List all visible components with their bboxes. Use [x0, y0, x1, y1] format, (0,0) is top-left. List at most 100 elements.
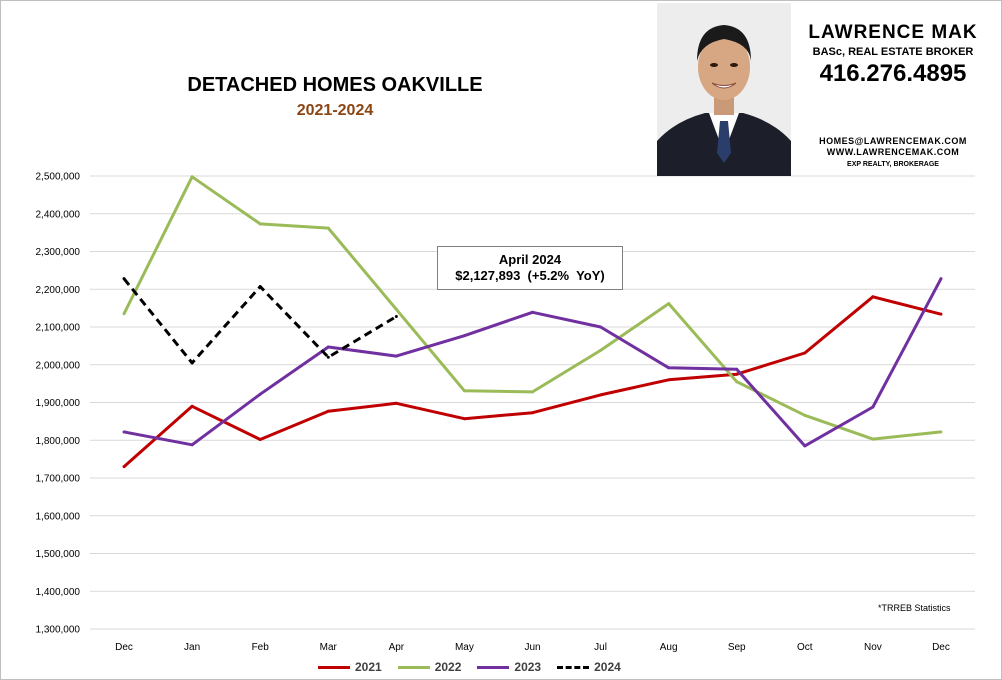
x-axis-ticks: Dec Jan Feb Mar Apr May Jun Jul Aug Sep Oct Nov Dec: [115, 642, 950, 653]
data-point-2022: [599, 348, 603, 352]
data-point-2024: [394, 314, 398, 318]
data-point-2023: [326, 345, 330, 349]
data-point-2021: [599, 393, 603, 397]
data-point-2023: [599, 325, 603, 329]
x-tick-label: May: [455, 642, 474, 653]
data-point-2021: [531, 411, 534, 415]
data-point-2022: [939, 430, 943, 434]
data-point-2021: [122, 465, 126, 469]
data-point-2023: [394, 354, 398, 358]
y-tick-label: 1,600,000: [36, 511, 81, 522]
data-point-2021: [667, 378, 671, 382]
data-point-2021: [735, 372, 739, 376]
data-point-2022: [871, 437, 875, 441]
y-tick-label: 1,900,000: [36, 398, 81, 409]
data-point-2021: [871, 295, 875, 299]
data-point-2021: [462, 417, 466, 421]
data-point-2024: [326, 355, 330, 359]
legend-item-2024: 2024: [557, 660, 621, 674]
series-lines: [122, 175, 943, 469]
y-tick-label: 2,200,000: [36, 285, 81, 296]
agent-brokerage: EXP REALTY, BROKERAGE: [847, 161, 939, 168]
y-tick-label: 1,500,000: [36, 549, 81, 560]
source-note: *TRREB Statistics: [878, 603, 951, 613]
y-tick-label: 1,800,000: [36, 436, 81, 447]
x-tick-label: Sep: [728, 642, 746, 653]
chart-subtitle: 2021-2024: [296, 102, 374, 119]
data-point-2021: [803, 351, 807, 355]
gridlines: [90, 175, 975, 630]
x-tick-label: Feb: [252, 642, 270, 653]
data-point-2022: [258, 222, 262, 226]
x-tick-label: Dec: [115, 642, 133, 653]
x-tick-label: Mar: [320, 642, 338, 653]
legend: 2021 2022 2023 2024: [318, 658, 621, 676]
agent-phone: 416.276.4895: [819, 60, 967, 87]
data-point-2023: [190, 443, 194, 447]
agent-name: LAWRENCE MAK: [808, 22, 978, 43]
data-point-2021: [258, 437, 262, 441]
agent-website: WWW.LAWRENCEMAK.COM: [826, 147, 960, 157]
legend-item-2023: 2023: [477, 660, 541, 674]
data-point-2023: [462, 334, 466, 338]
callout-title: April 2024: [498, 252, 562, 267]
legend-label-2024: 2024: [594, 660, 621, 674]
agent-photo: [657, 3, 791, 176]
series-line-2022: [122, 175, 942, 441]
legend-label-2023: 2023: [514, 660, 542, 674]
data-point-2022: [462, 389, 466, 393]
data-point-2024: [190, 361, 194, 365]
data-point-2023: [871, 405, 875, 409]
data-point-2021: [939, 312, 943, 316]
x-tick-label: Apr: [389, 642, 405, 653]
series-line-2021: [123, 295, 942, 468]
data-point-2024: [122, 277, 126, 281]
legend-label-2021: 2021: [355, 660, 382, 674]
x-tick-label: Jan: [184, 642, 200, 653]
data-point-2023: [667, 366, 671, 370]
data-point-2022: [531, 390, 534, 394]
y-tick-label: 1,700,000: [36, 474, 81, 485]
callout-value: $2,127,893 (+5.2% YoY): [455, 268, 605, 283]
data-point-2023: [735, 367, 739, 371]
legend-swatch-2021: [318, 665, 350, 669]
legend-swatch-2023: [477, 665, 510, 669]
data-point-2023: [939, 277, 943, 281]
legend-swatch-2024: [557, 665, 590, 669]
data-point-2022: [122, 312, 126, 316]
data-point-2022: [190, 175, 194, 179]
data-point-2023: [258, 392, 262, 396]
legend-item-2022: 2022: [397, 660, 462, 674]
y-tick-label: 2,000,000: [36, 360, 81, 371]
x-tick-label: Nov: [864, 642, 882, 653]
x-tick-label: Jul: [594, 642, 607, 653]
data-point-2023: [531, 310, 534, 314]
x-tick-label: Dec: [932, 642, 950, 653]
legend-label-2022: 2022: [434, 660, 462, 674]
data-point-2021: [326, 409, 330, 413]
callout-box: April 2024 $2,127,893 (+5.2% YoY): [437, 246, 623, 290]
y-tick-label: 1,300,000: [36, 625, 81, 636]
data-point-2022: [735, 380, 739, 384]
data-point-2023: [803, 444, 807, 448]
data-point-2022: [803, 413, 807, 417]
data-point-2022: [667, 302, 671, 306]
x-tick-label: Oct: [797, 642, 813, 653]
chart-title: DETACHED HOMES OAKVILLE: [187, 74, 483, 96]
data-point-2021: [394, 401, 398, 405]
y-tick-label: 2,400,000: [36, 209, 81, 220]
agent-title: BASc, REAL ESTATE BROKER: [812, 46, 974, 58]
agent-email: HOMES@LAWRENCEMAK.COM: [819, 136, 967, 146]
y-tick-label: 2,300,000: [36, 247, 81, 258]
data-point-2021: [190, 404, 194, 408]
x-tick-label: Jun: [524, 642, 540, 653]
y-tick-label: 2,500,000: [36, 172, 81, 183]
y-axis-ticks: 1,300,000 1,400,000 1,500,000 1,600,000 1,70…: [36, 172, 81, 636]
legend-item-2021: 2021: [318, 660, 382, 674]
y-tick-label: 2,100,000: [36, 323, 81, 334]
y-tick-label: 1,400,000: [36, 587, 81, 598]
legend-swatch-2022: [397, 665, 430, 669]
data-point-2022: [394, 307, 398, 311]
data-point-2024: [258, 285, 262, 289]
